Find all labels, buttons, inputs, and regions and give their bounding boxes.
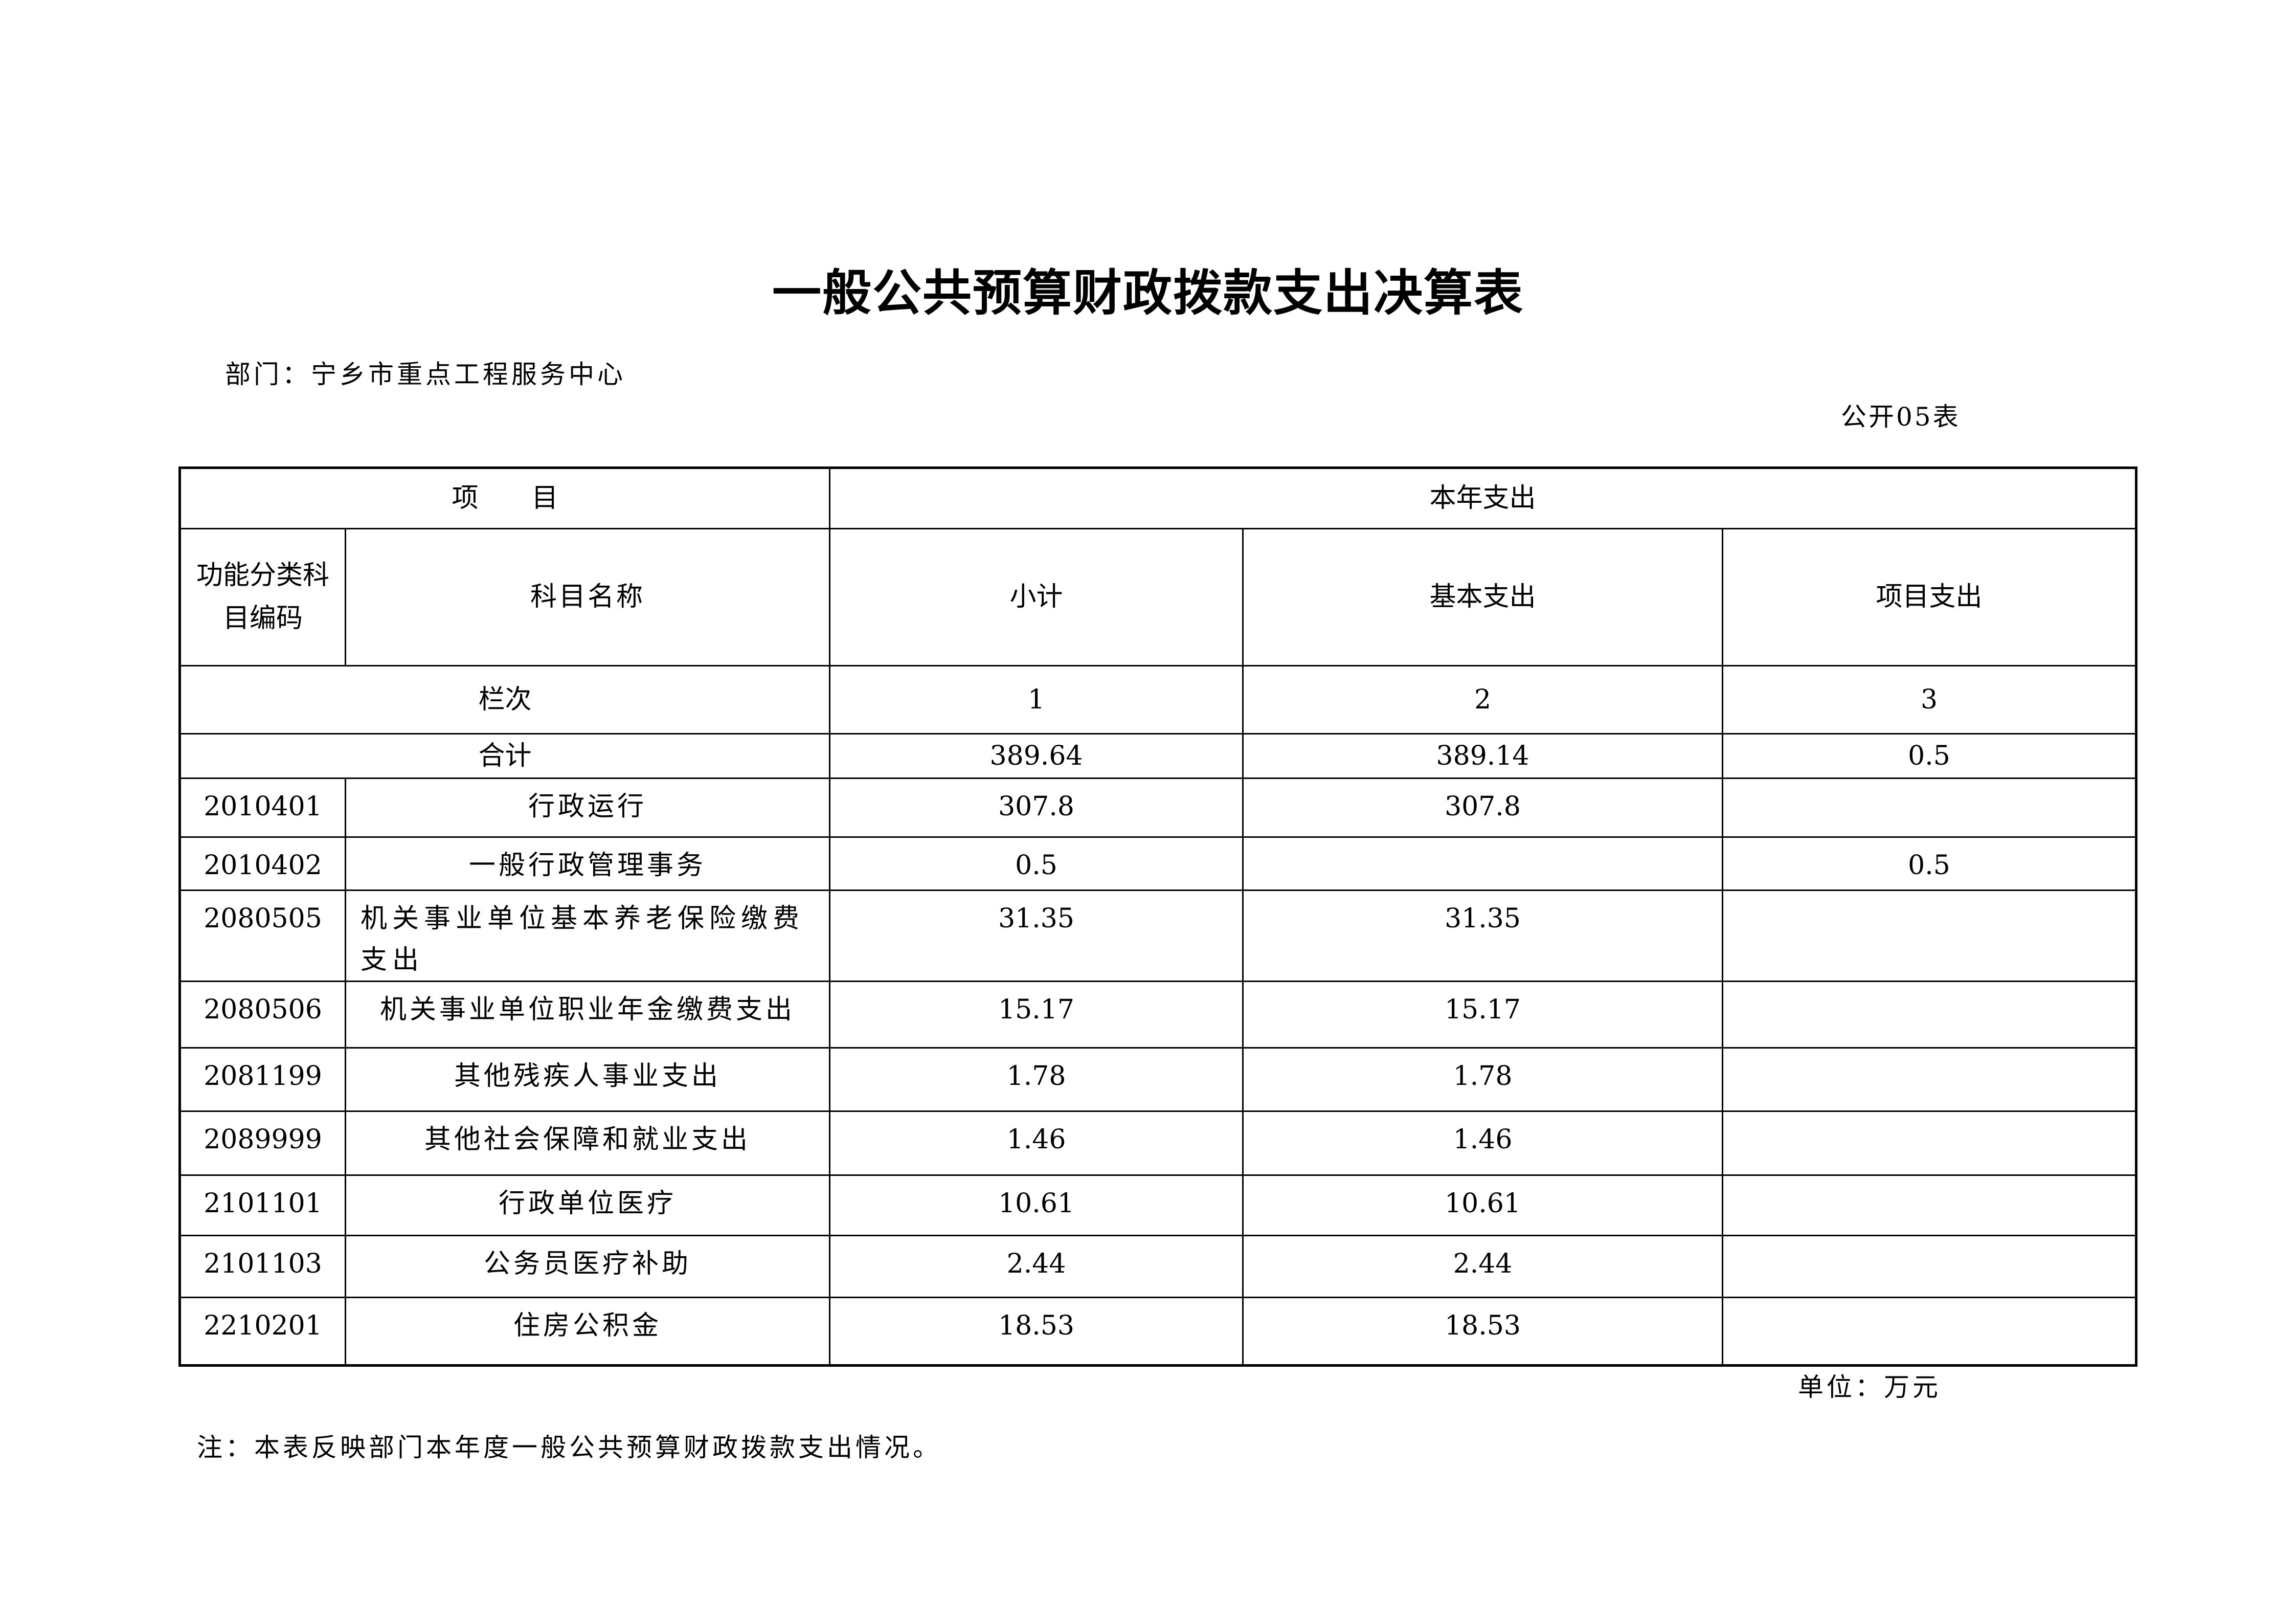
header-item: 项 目 (178, 467, 831, 529)
footnote: 注：本表反映部门本年度一般公共预算财政拨款支出情况。 (197, 1433, 941, 1462)
form-number: 公开05表 (1841, 402, 1961, 432)
header-name: 科目名称 (344, 528, 831, 666)
row-project (1722, 889, 2137, 983)
row-code: 2080506 (179, 981, 346, 1049)
header-row-1: 项 目 本年支出 (178, 467, 2137, 529)
row-subtotal: 1.78 (829, 1047, 1244, 1113)
row-name: 一般行政管理事务 (344, 836, 831, 891)
table-row: 2101103 公务员医疗补助 2.44 2.44 (179, 1235, 2137, 1299)
total-label: 合计 (178, 733, 831, 779)
header-basic: 基本支出 (1242, 528, 1724, 666)
department-label: 部门：宁乡市重点工程服务中心 (225, 360, 626, 389)
row-subtotal: 1.46 (829, 1110, 1244, 1176)
row-code: 2010401 (179, 777, 346, 838)
row-project (1722, 1047, 2137, 1113)
row-basic: 15.17 (1242, 981, 1724, 1049)
table-row: 2010401 行政运行 307.8 307.8 (179, 777, 2137, 838)
row-code: 2101103 (179, 1235, 346, 1299)
row-name: 其他社会保障和就业支出 (344, 1110, 831, 1176)
row-project (1722, 1297, 2137, 1367)
row-basic: 1.46 (1242, 1110, 1724, 1176)
header-current-year: 本年支出 (829, 467, 2137, 529)
table-row: 2210201 住房公积金 18.53 18.53 (179, 1297, 2137, 1367)
row-name: 住房公积金 (344, 1297, 831, 1367)
total-project: 0.5 (1722, 733, 2137, 779)
column-label: 栏次 (178, 665, 831, 735)
row-subtotal: 0.5 (829, 836, 1244, 891)
row-name: 行政单位医疗 (344, 1174, 831, 1237)
expenditure-table: 项 目 本年支出 功能分类科目编码 科目名称 小计 基本支出 项目支出 栏次 1… (178, 466, 2138, 1367)
row-project (1722, 1174, 2137, 1237)
row-name: 公务员医疗补助 (344, 1235, 831, 1299)
row-basic: 2.44 (1242, 1235, 1724, 1299)
row-name: 行政运行 (344, 777, 831, 838)
row-basic (1242, 836, 1724, 891)
row-subtotal: 2.44 (829, 1235, 1244, 1299)
row-name: 机关事业单位职业年金缴费支出 (344, 981, 831, 1049)
row-code: 2210201 (179, 1297, 346, 1367)
row-basic: 31.35 (1242, 889, 1724, 983)
header-code: 功能分类科目编码 (179, 528, 346, 666)
unit-label: 单位：万元 (1798, 1372, 1941, 1402)
row-project: 0.5 (1722, 836, 2137, 891)
total-subtotal: 389.64 (829, 733, 1244, 779)
table-row: 2101101 行政单位医疗 10.61 10.61 (179, 1174, 2137, 1237)
table-row: 2089999 其他社会保障和就业支出 1.46 1.46 (179, 1110, 2137, 1176)
row-project (1722, 1235, 2137, 1299)
header-code-text: 功能分类科目编码 (196, 560, 330, 634)
header-project: 项目支出 (1722, 528, 2137, 666)
row-subtotal: 31.35 (829, 889, 1244, 983)
table-row: 2081199 其他残疾人事业支出 1.78 1.78 (179, 1047, 2137, 1113)
column-2: 2 (1242, 665, 1724, 735)
row-code: 2010402 (179, 836, 346, 891)
total-row: 合计 389.64 389.14 0.5 (178, 733, 2137, 779)
row-code: 2080505 (179, 889, 346, 983)
row-basic: 18.53 (1242, 1297, 1724, 1367)
header-subtotal: 小计 (829, 528, 1244, 666)
row-code: 2081199 (179, 1047, 346, 1113)
row-code: 2101101 (179, 1174, 346, 1237)
row-project (1722, 981, 2137, 1049)
total-basic: 389.14 (1242, 733, 1724, 779)
row-basic: 10.61 (1242, 1174, 1724, 1237)
row-name: 其他残疾人事业支出 (344, 1047, 831, 1113)
row-subtotal: 307.8 (829, 777, 1244, 838)
table-row: 2010402 一般行政管理事务 0.5 0.5 (179, 836, 2137, 891)
row-project (1722, 777, 2137, 838)
row-basic: 307.8 (1242, 777, 1724, 838)
column-1: 1 (829, 665, 1244, 735)
column-number-row: 栏次 1 2 3 (178, 665, 2137, 735)
table-row: 2080505 机关事业单位基本养老保险缴费支出 31.35 31.35 (179, 889, 2137, 983)
row-subtotal: 10.61 (829, 1174, 1244, 1237)
page-title: 一般公共预算财政拨款支出决算表 (772, 264, 1524, 322)
table-row: 2080506 机关事业单位职业年金缴费支出 15.17 15.17 (179, 981, 2137, 1049)
header-row-2: 功能分类科目编码 科目名称 小计 基本支出 项目支出 (179, 528, 2137, 666)
row-project (1722, 1110, 2137, 1176)
row-subtotal: 18.53 (829, 1297, 1244, 1367)
column-3: 3 (1722, 665, 2137, 735)
row-subtotal: 15.17 (829, 981, 1244, 1049)
row-name: 机关事业单位基本养老保险缴费支出 (344, 889, 831, 983)
row-code: 2089999 (179, 1110, 346, 1176)
row-basic: 1.78 (1242, 1047, 1724, 1113)
